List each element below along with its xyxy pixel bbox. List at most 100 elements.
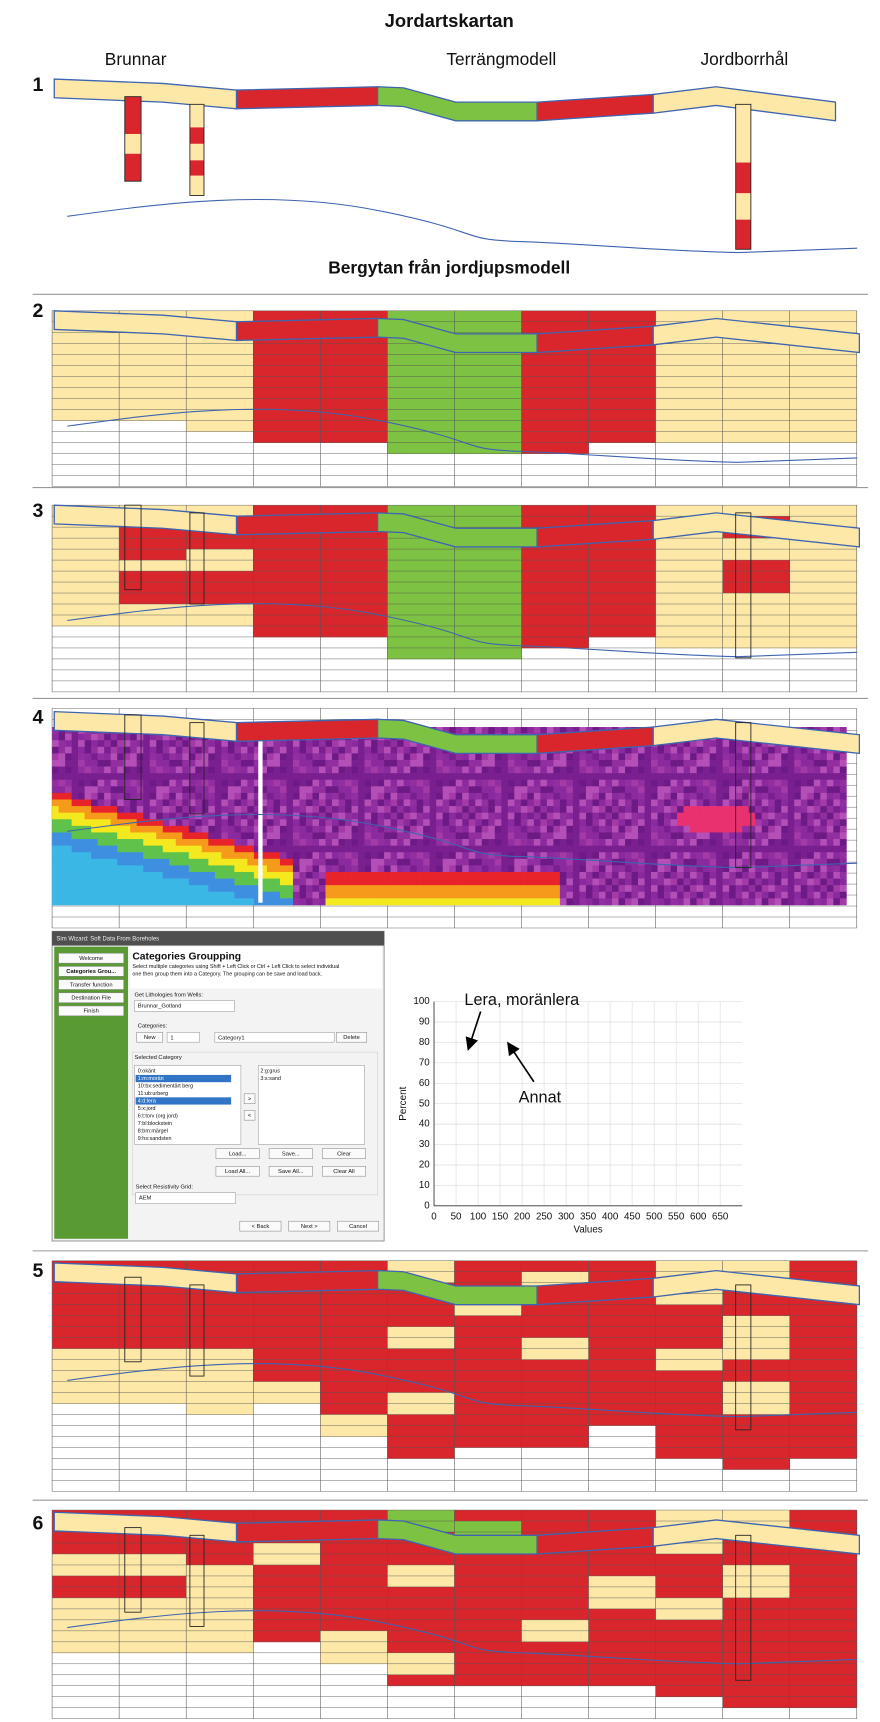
resistivity-cell xyxy=(469,813,476,820)
resistivity-cell xyxy=(723,898,730,905)
resistivity-cell xyxy=(195,780,202,787)
resistivity-cell xyxy=(840,773,847,780)
soil-cell xyxy=(52,1327,119,1338)
resistivity-cell xyxy=(104,747,111,754)
soil-cell xyxy=(52,366,119,377)
resistivity-cell xyxy=(710,879,717,886)
resistivity-cell xyxy=(788,806,795,813)
resistivity-cell xyxy=(371,813,378,820)
resistivity-cell xyxy=(104,793,111,800)
resistivity-cell xyxy=(195,872,202,879)
resistivity-cell xyxy=(228,793,235,800)
resistivity-cell xyxy=(820,846,827,853)
resistivity-cell xyxy=(605,800,612,807)
resistivity-cell xyxy=(111,852,118,859)
resistivity-cell xyxy=(703,879,710,886)
resistivity-cell xyxy=(443,773,450,780)
resistivity-cell xyxy=(124,885,131,892)
resistivity-cell xyxy=(273,753,280,760)
resistivity-cell xyxy=(495,859,502,866)
resistivity-cell xyxy=(716,800,723,807)
soil-cell xyxy=(656,1565,723,1576)
soil-cell xyxy=(320,1404,387,1415)
resistivity-cell xyxy=(475,819,482,826)
resistivity-cell xyxy=(384,892,391,899)
resistivity-cell xyxy=(605,879,612,886)
resistivity-cell xyxy=(749,773,756,780)
resistivity-cell xyxy=(625,753,632,760)
resistivity-cell xyxy=(345,898,352,905)
well-segment xyxy=(736,193,751,219)
soil-cell xyxy=(656,421,723,432)
resistivity-cell xyxy=(671,806,678,813)
resistivity-cell xyxy=(299,846,306,853)
resistivity-cell xyxy=(632,852,639,859)
resistivity-cell xyxy=(618,793,625,800)
resistivity-cell xyxy=(456,819,463,826)
resistivity-cell xyxy=(299,767,306,774)
resistivity-cell xyxy=(319,813,326,820)
resistivity-cell xyxy=(78,885,85,892)
resistivity-cell xyxy=(762,753,769,760)
soil-cell xyxy=(119,1587,186,1598)
resistivity-cell xyxy=(599,879,606,886)
resistivity-cell xyxy=(391,753,398,760)
resistivity-cell xyxy=(592,767,599,774)
resistivity-cell xyxy=(658,813,665,820)
resistivity-cell xyxy=(469,806,476,813)
resistivity-cell xyxy=(417,800,424,807)
resistivity-cell xyxy=(488,859,495,866)
resistivity-cell xyxy=(833,780,840,787)
resistivity-cell xyxy=(163,826,170,833)
soil-cell xyxy=(790,505,857,516)
resistivity-cell xyxy=(658,793,665,800)
resistivity-cell xyxy=(768,773,775,780)
soil-cell xyxy=(253,1305,320,1316)
soil-cell xyxy=(387,432,454,443)
resistivity-cell xyxy=(527,826,534,833)
resistivity-cell xyxy=(404,773,411,780)
resistivity-cell xyxy=(820,898,827,905)
resistivity-cell xyxy=(326,892,333,899)
resistivity-cell xyxy=(768,839,775,846)
resistivity-cell xyxy=(716,773,723,780)
resistivity-cell xyxy=(384,740,391,747)
resistivity-cell xyxy=(508,872,515,879)
resistivity-cell xyxy=(684,806,691,813)
resistivity-cell xyxy=(156,839,163,846)
resistivity-cell xyxy=(65,865,72,872)
resistivity-cell xyxy=(391,773,398,780)
resistivity-cell xyxy=(430,872,437,879)
resistivity-cell xyxy=(436,898,443,905)
resistivity-cell xyxy=(814,800,821,807)
resistivity-cell xyxy=(547,832,554,839)
resistivity-cell xyxy=(176,892,183,899)
resistivity-cell xyxy=(618,832,625,839)
resistivity-cell xyxy=(299,747,306,754)
resistivity-cell xyxy=(749,747,756,754)
resistivity-cell xyxy=(495,773,502,780)
soil-cell xyxy=(790,1587,857,1598)
resistivity-cell xyxy=(814,839,821,846)
resistivity-cell xyxy=(534,767,541,774)
resistivity-cell xyxy=(85,806,92,813)
resistivity-cell xyxy=(176,885,183,892)
y-tick-label: 20 xyxy=(419,1160,430,1171)
resistivity-cell xyxy=(111,767,118,774)
resistivity-cell xyxy=(215,773,222,780)
resistivity-cell xyxy=(397,859,404,866)
soil-cell xyxy=(589,1305,656,1316)
resistivity-cell xyxy=(788,826,795,833)
resistivity-cell xyxy=(313,780,320,787)
resistivity-cell xyxy=(352,806,359,813)
resistivity-cell xyxy=(65,839,72,846)
resistivity-cell xyxy=(579,753,586,760)
resistivity-cell xyxy=(612,885,619,892)
resistivity-cell xyxy=(560,786,567,793)
resistivity-cell xyxy=(352,740,359,747)
well-segment xyxy=(125,154,141,181)
well-segment xyxy=(736,104,751,162)
well-segment xyxy=(190,104,204,127)
resistivity-cell xyxy=(664,898,671,905)
resistivity-cell xyxy=(391,813,398,820)
